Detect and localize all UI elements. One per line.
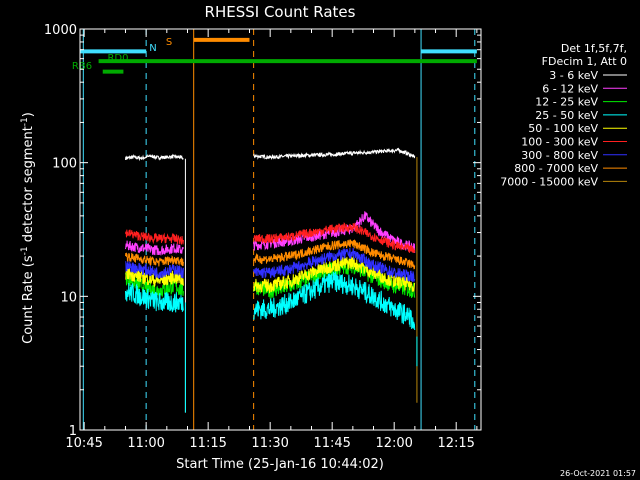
y-tick-label-2: 100 — [52, 157, 77, 172]
y-tick-label-3: 1000 — [44, 23, 77, 38]
y-axis-label-end: ) — [21, 112, 36, 117]
flag-label-rb6: RB6 — [72, 61, 92, 72]
series-line-3-seg-0 — [125, 282, 184, 313]
series-line-7-seg-1 — [253, 239, 416, 270]
series-line-1-seg-0 — [125, 240, 184, 256]
axes: 10:45 11:00 11:15 11:30 11:45 12:00 12:15 1 10 10… — [44, 23, 481, 451]
x-tick-label-6: 12:15 — [437, 436, 474, 451]
legend-header-line-1: Det 1f,5f,7f, — [561, 42, 627, 55]
series-line-7-seg-0 — [125, 252, 184, 267]
x-tick-label-1: 11:00 — [127, 436, 164, 451]
legend-label-6: 300 - 800 keV — [521, 149, 598, 162]
legend-label-2: 12 - 25 keV — [535, 96, 598, 109]
x-tick-label-3: 11:30 — [251, 436, 288, 451]
y-axis-label-sup: -1 — [20, 246, 30, 255]
flag-label-rd0: RD0 — [107, 53, 128, 64]
y-axis-label-sup2: -1 — [20, 117, 30, 126]
series-line-0-seg-1 — [253, 147, 416, 161]
y-axis-label: Count Rate (s-1 detector segment-1) — [20, 112, 36, 344]
plot-area: NS RD0 RB6 — [72, 29, 477, 430]
series-line-4-seg-1 — [253, 256, 416, 294]
legend-label-7: 800 - 7000 keV — [514, 162, 598, 175]
legend-label-8: 7000 - 15000 keV — [500, 175, 598, 188]
legend-label-5: 100 - 300 keV — [521, 136, 598, 149]
y-axis-label-main: Count Rate (s — [21, 255, 36, 344]
x-tick-label-4: 11:45 — [313, 436, 350, 451]
flag-label-n: N — [149, 43, 156, 54]
series-line-6-seg-0 — [125, 260, 184, 280]
legend-label-0: 3 - 6 keV — [549, 69, 598, 82]
y-tick-label-0: 1 — [69, 424, 77, 439]
legend: Det 1f,5f,7f, FDecim 1, Att 0 3 - 6 keV6… — [500, 42, 627, 188]
chart-title: RHESSI Count Rates — [205, 3, 356, 21]
plot-frame — [79, 28, 482, 431]
flag-label-s: S — [166, 37, 172, 48]
x-tick-label-5: 12:00 — [375, 436, 412, 451]
x-axis-label: Start Time (25-Jan-16 10:44:02) — [176, 457, 384, 472]
series-line-4-seg-0 — [125, 266, 184, 287]
series-line-5-seg-0 — [125, 229, 184, 245]
legend-label-1: 6 - 12 keV — [542, 82, 598, 95]
series-line-5-seg-1 — [253, 221, 416, 253]
y-axis-label-mid: detector segment — [21, 126, 36, 246]
legend-label-4: 50 - 100 keV — [528, 122, 598, 135]
series-line-0-seg-0 — [125, 153, 184, 162]
x-tick-label-2: 11:15 — [189, 436, 226, 451]
series-line-3-seg-1 — [253, 271, 416, 331]
y-tick-label-1: 10 — [60, 290, 77, 305]
legend-label-3: 25 - 50 keV — [535, 109, 598, 122]
x-tick-label-0: 10:45 — [65, 436, 102, 451]
footer-timestamp: 26-Oct-2021 01:57 — [560, 469, 636, 478]
series-line-6-seg-1 — [253, 247, 416, 283]
legend-header-line-2: FDecim 1, Att 0 — [542, 55, 627, 68]
